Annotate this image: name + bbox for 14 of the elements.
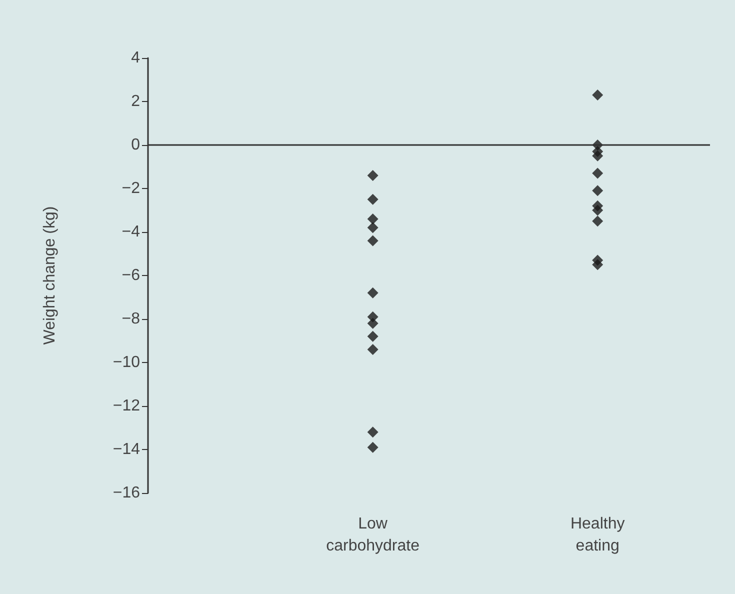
y-tick-label: −10 [112, 354, 140, 371]
y-tick-label: −14 [112, 441, 140, 458]
y-tick-label: 2 [131, 93, 140, 110]
y-tick-label: −16 [112, 484, 140, 502]
y-tick-label: 0 [131, 136, 140, 154]
y-tick-label: 4 [131, 50, 140, 66]
y-axis-title: Weight change (kg) [42, 206, 58, 345]
x-tick-label: Healthy eating [570, 516, 625, 554]
y-tick-label: −6 [122, 267, 140, 284]
y-tick-label: −4 [122, 224, 140, 240]
y-tick-label: −12 [112, 398, 140, 414]
y-tick-label: −8 [122, 310, 140, 328]
y-tick-label: −2 [122, 180, 140, 197]
x-tick-label: Low carbohydrate [326, 516, 420, 554]
